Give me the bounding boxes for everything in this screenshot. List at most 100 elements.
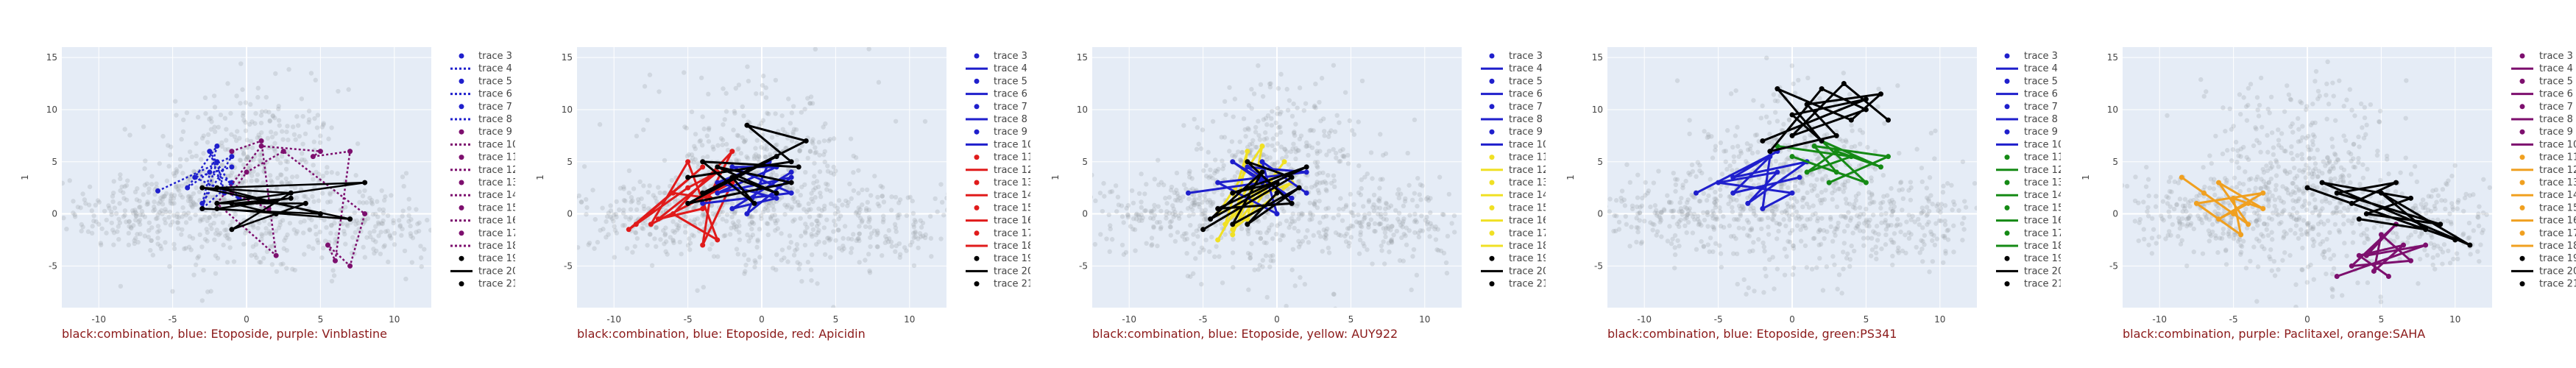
legend-item[interactable]: trace 3 (1489, 51, 1543, 62)
legend-item[interactable]: trace 21 (459, 279, 516, 290)
legend-item[interactable]: trace 20 (1996, 266, 2061, 277)
legend-item[interactable]: trace 14 (1481, 190, 1546, 201)
legend-item[interactable]: trace 21 (1489, 279, 1546, 290)
legend-item[interactable]: trace 9 (974, 127, 1027, 138)
background-point (920, 233, 926, 238)
legend-item[interactable]: trace 8 (966, 114, 1027, 125)
legend-item[interactable]: trace 15 (459, 202, 516, 213)
legend-item[interactable]: trace 19 (974, 253, 1031, 264)
legend-item[interactable]: trace 10 (1481, 139, 1546, 150)
legend-item[interactable]: trace 11 (974, 152, 1031, 163)
legend-item[interactable]: trace 11 (2004, 152, 2062, 163)
legend-item[interactable]: trace 16 (966, 216, 1030, 227)
legend-item[interactable]: trace 15 (974, 202, 1031, 213)
legend-item[interactable]: trace 19 (459, 253, 516, 264)
legend-item[interactable]: trace 14 (966, 190, 1030, 201)
background-point (406, 197, 411, 202)
legend-item[interactable]: trace 8 (1481, 114, 1543, 125)
legend-item[interactable]: trace 3 (2004, 51, 2058, 62)
background-point (2142, 236, 2147, 242)
legend-item[interactable]: trace 7 (2004, 102, 2058, 113)
legend-item[interactable]: trace 19 (2004, 253, 2062, 264)
legend-item[interactable]: trace 4 (1996, 63, 2058, 74)
legend-item[interactable]: trace 18 (966, 241, 1030, 252)
background-point (1634, 216, 1639, 221)
legend-item[interactable]: trace 13 (459, 177, 516, 188)
legend-item[interactable]: trace 10 (1996, 139, 2061, 150)
legend-item[interactable]: trace 5 (1489, 76, 1543, 87)
legend-item[interactable]: trace 19 (1489, 253, 1546, 264)
legend-item[interactable]: trace 7 (974, 102, 1027, 113)
background-point (1396, 187, 1401, 192)
legend-item[interactable]: trace 3 (459, 51, 512, 62)
background-point (1407, 213, 1412, 218)
legend-item[interactable]: trace 5 (459, 76, 512, 87)
legend-item[interactable]: trace 4 (966, 63, 1027, 74)
legend-item[interactable]: trace 12 (450, 165, 515, 176)
legend-item[interactable]: trace 6 (1996, 89, 2058, 100)
legend-item[interactable]: trace 13 (974, 177, 1031, 188)
legend-item[interactable]: trace 16 (1996, 216, 2061, 227)
legend-item[interactable]: trace 12 (966, 165, 1030, 176)
legend-item[interactable]: trace 3 (974, 51, 1027, 62)
legend-item[interactable]: trace 6 (450, 89, 512, 100)
legend-item[interactable]: trace 7 (1489, 102, 1543, 113)
legend-item[interactable]: trace 21 (974, 279, 1031, 290)
legend-item[interactable]: trace 9 (1489, 127, 1543, 138)
legend-item[interactable]: trace 12 (1996, 165, 2061, 176)
background-point (749, 214, 754, 219)
legend-item[interactable]: trace 21 (2004, 279, 2062, 290)
legend-item[interactable]: trace 5 (2004, 76, 2058, 87)
background-point (1960, 159, 1966, 164)
legend-item[interactable]: trace 9 (2004, 127, 2058, 138)
background-point (351, 218, 356, 224)
legend-item[interactable]: trace 17 (2004, 228, 2062, 239)
legend-item[interactable]: trace 15 (1489, 202, 1546, 213)
background-point (1278, 124, 1283, 130)
legend-item[interactable]: trace 20 (450, 266, 515, 277)
background-point (1607, 209, 1612, 214)
legend-item[interactable]: trace 4 (450, 63, 512, 74)
legend-item[interactable]: trace 16 (1481, 216, 1546, 227)
legend-item[interactable]: trace 14 (1996, 190, 2061, 201)
legend-item[interactable]: trace 13 (2004, 177, 2062, 188)
legend-item[interactable]: trace 18 (1481, 241, 1546, 252)
legend-item[interactable]: trace 18 (450, 241, 515, 252)
background-point (918, 218, 923, 223)
legend-item[interactable]: trace 6 (966, 89, 1027, 100)
legend-item[interactable]: trace 8 (1996, 114, 2058, 125)
legend-item[interactable]: trace 12 (1481, 165, 1546, 176)
background-point (1370, 261, 1375, 266)
background-point (2326, 160, 2332, 165)
legend-item[interactable]: trace 11 (459, 152, 516, 163)
background-point (2375, 148, 2380, 154)
background-point (134, 197, 140, 202)
legend-item[interactable]: trace 15 (2004, 202, 2062, 213)
legend-item[interactable]: trace 14 (450, 190, 515, 201)
legend-item[interactable]: trace 4 (1481, 63, 1543, 74)
legend-item[interactable]: trace 6 (1481, 89, 1543, 100)
legend-item[interactable]: trace 16 (450, 216, 515, 227)
legend-item[interactable]: trace 7 (459, 102, 512, 113)
legend-item[interactable]: trace 17 (459, 228, 516, 239)
background-point (2330, 144, 2335, 149)
background-point (91, 219, 96, 224)
legend-item[interactable]: trace 10 (450, 139, 515, 150)
background-point (766, 203, 771, 208)
legend-item[interactable]: trace 18 (1996, 241, 2061, 252)
background-point (2466, 235, 2472, 241)
legend-item[interactable]: trace 20 (1481, 266, 1546, 277)
legend-item[interactable]: trace 17 (1489, 228, 1546, 239)
background-point (1762, 266, 1768, 272)
legend-item[interactable]: trace 8 (450, 114, 512, 125)
legend-item[interactable]: trace 20 (966, 266, 1030, 277)
legend-item[interactable]: trace 5 (974, 76, 1027, 87)
background-point (2332, 222, 2338, 227)
legend-item[interactable]: trace 11 (1489, 152, 1546, 163)
legend-item[interactable]: trace 9 (459, 127, 512, 138)
background-point (2246, 102, 2251, 108)
legend-item[interactable]: trace 17 (974, 228, 1031, 239)
legend-item[interactable]: trace 13 (1489, 177, 1546, 188)
background-point (1282, 146, 1288, 152)
legend-item[interactable]: trace 10 (966, 139, 1030, 150)
